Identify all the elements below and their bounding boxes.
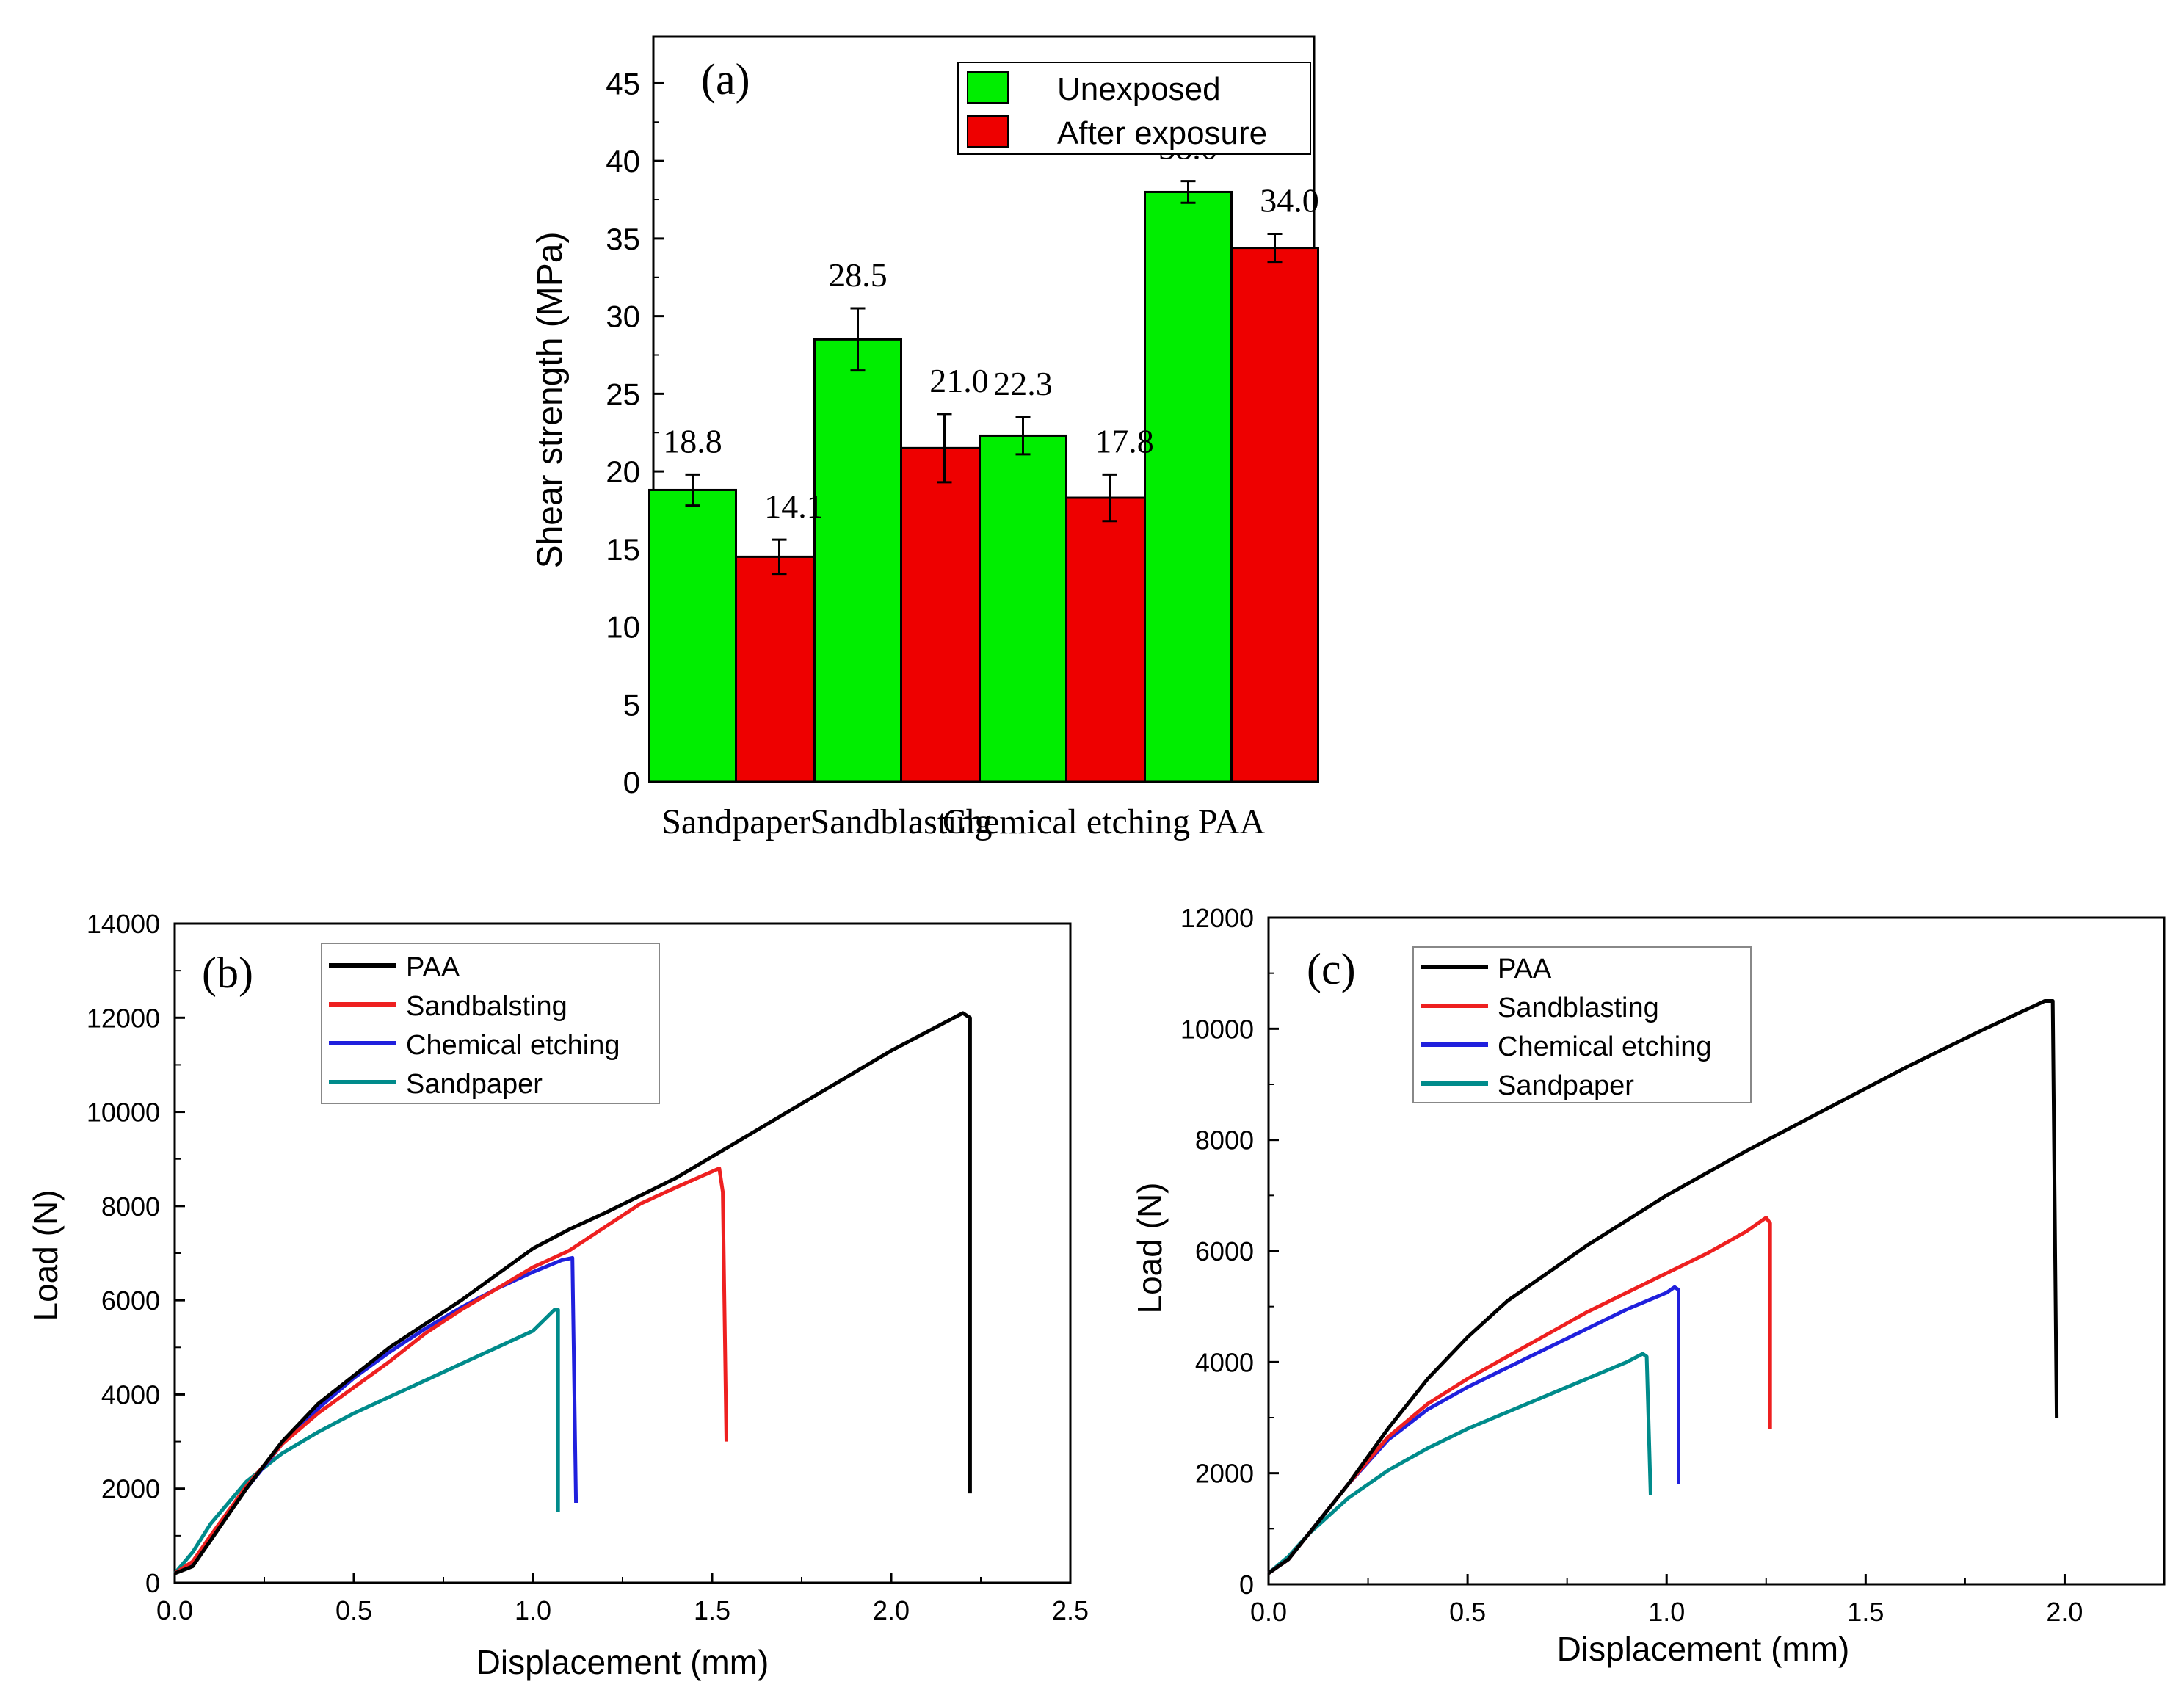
panel-a-legend: Unexposed After exposure (957, 62, 1311, 155)
y-tick-label: 10000 (1180, 1014, 1254, 1044)
series-line-sandblasting (1267, 1216, 1772, 1575)
x-category-label: Sandblasting (810, 802, 993, 841)
data-label-unexposed: 28.5 (828, 256, 888, 294)
bar-after-exposure-sandblasting (900, 446, 989, 783)
panel-b-line-chart: 0.0 0.5 1.0 1.5 2.0 2.5 0 2000 4000 6000 8000 10000… (26, 909, 1089, 1681)
bar-after-exposure-chemical-etching (1065, 496, 1154, 783)
x-tick-label: 0.5 (1449, 1597, 1486, 1627)
x-tick-label: 2.5 (1052, 1595, 1089, 1625)
panel-b-label: (b) (202, 949, 253, 997)
y-tick-label: 6000 (1195, 1236, 1254, 1266)
y-tick-label: 0 (1239, 1570, 1254, 1600)
panel-c-line-chart: 0.0 0.5 1.0 1.5 2.0 0 2000 4000 6000 8000 10000 120… (1131, 903, 2166, 1668)
legend-label-sandpaper: Sandpaper (406, 1069, 543, 1100)
legend-label-chemical-etching: Chemical etching (406, 1030, 620, 1061)
x-tick-label: 1.5 (694, 1595, 730, 1625)
y-tick-label: 2000 (1195, 1459, 1254, 1489)
y-tick-label: 4000 (1195, 1347, 1254, 1377)
legend-label-paa: PAA (406, 952, 460, 983)
data-label-unexposed: 22.3 (993, 365, 1053, 402)
series-line-paa (1267, 999, 2059, 1575)
panel-c-y-axis-title: Load (N) (1131, 1183, 1169, 1314)
legend-swatch-unexposed (967, 71, 1009, 104)
y-tick-label: 12000 (87, 1003, 160, 1033)
bar-unexposed-sandpaper (648, 488, 737, 783)
panel-b-legend: PAA Sandbalsting Chemical etching Sandpa… (321, 943, 660, 1104)
y-tick-label: 40 (606, 144, 640, 178)
x-tick-label: 0.5 (335, 1595, 372, 1625)
legend-label-paa: PAA (1498, 954, 1552, 984)
y-tick-label: 30 (606, 300, 640, 334)
bar-after-exposure-sandpaper (735, 555, 824, 783)
x-tick-label: 2.0 (2046, 1597, 2083, 1627)
panel-c-legend-box (1412, 946, 1752, 1103)
panel-c-x-axis-title: Displacement (mm) (1557, 1630, 1850, 1668)
x-tick-label: 1.0 (1648, 1597, 1685, 1627)
panel-c-label: (c) (1307, 945, 1356, 993)
x-tick-label: 0.0 (1250, 1597, 1287, 1627)
series-line-paa (174, 1011, 972, 1575)
legend-label-after-exposure: After exposure (1057, 115, 1267, 151)
x-category-label: PAA (1198, 802, 1266, 841)
panel-b-y-axis-title: Load (N) (26, 1190, 65, 1321)
x-tick-label: 1.5 (1847, 1597, 1884, 1627)
legend-label-chemical-etching: Chemical etching (1498, 1031, 1711, 1062)
data-label-after-exposure: 34.0 (1260, 182, 1319, 220)
y-tick-label: 14000 (87, 909, 160, 939)
panel-b-legend-box (321, 943, 660, 1104)
x-tick-label: 1.0 (515, 1595, 551, 1625)
legend-swatch-after-exposure (967, 115, 1009, 148)
y-tick-label: 8000 (1195, 1125, 1254, 1156)
y-tick-label: 4000 (101, 1379, 160, 1410)
y-tick-label: 0 (623, 765, 640, 799)
x-category-label: Chemical etching (943, 802, 1190, 841)
y-tick-label: 6000 (101, 1285, 160, 1316)
data-label-after-exposure: 14.1 (764, 487, 824, 525)
series-line-chemical-etching (173, 1255, 578, 1575)
y-tick-label: 25 (606, 377, 640, 411)
y-tick-label: 10 (606, 610, 640, 645)
panel-b-x-axis-title: Displacement (mm) (476, 1643, 769, 1681)
y-tick-label: 12000 (1180, 903, 1254, 933)
data-label-after-exposure: 17.8 (1095, 422, 1154, 460)
legend-label-sandblasting: Sandblasting (1498, 993, 1659, 1023)
panel-a-label: (a) (701, 55, 750, 104)
y-tick-label: 35 (606, 222, 640, 256)
legend-label-sandpaper: Sandpaper (1498, 1070, 1634, 1101)
panel-a-legend-box (957, 62, 1311, 155)
y-tick-label: 15 (606, 532, 640, 567)
y-tick-label: 5 (623, 687, 640, 722)
panel-c-legend: PAA Sandblasting Chemical etching Sandpa… (1412, 946, 1752, 1103)
data-label-after-exposure: 21.0 (929, 362, 989, 399)
series-line-sandpaper (1267, 1352, 1652, 1575)
series-line-sandbalsting (173, 1167, 728, 1575)
y-tick-label: 10000 (87, 1098, 160, 1128)
data-label-unexposed: 18.8 (663, 422, 722, 460)
x-tick-label: 2.0 (873, 1595, 910, 1625)
x-category-label: Sandpaper (661, 802, 810, 841)
series-line-sandpaper (173, 1308, 560, 1575)
panel-a-y-axis-title: Shear strength (MPa) (531, 232, 570, 569)
bar-after-exposure-paa (1230, 247, 1319, 783)
y-tick-label: 0 (145, 1568, 160, 1598)
y-tick-label: 8000 (101, 1192, 160, 1222)
y-tick-label: 45 (606, 66, 640, 101)
bar-unexposed-sandblasting (813, 338, 902, 783)
x-tick-label: 0.0 (156, 1595, 193, 1625)
y-tick-label: 20 (606, 454, 640, 489)
legend-label-unexposed: Unexposed (1057, 71, 1221, 107)
bar-unexposed-chemical-etching (979, 434, 1067, 783)
y-tick-label: 2000 (101, 1474, 160, 1504)
panel-a-bar-chart: 0 5 10 15 20 25 30 35 40 45 18.8 14.1 28.5 21.0 22.3 1… (531, 35, 1319, 841)
legend-label-sandbalsting: Sandbalsting (406, 991, 567, 1022)
bar-unexposed-paa (1144, 190, 1233, 783)
